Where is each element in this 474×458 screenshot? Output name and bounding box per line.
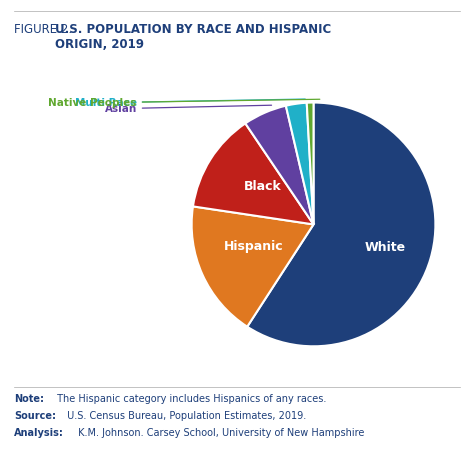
Text: K.M. Johnson. Carsey School, University of New Hampshire: K.M. Johnson. Carsey School, University … — [75, 428, 364, 438]
Text: Multi Race: Multi Race — [75, 98, 305, 108]
Text: Black: Black — [244, 180, 282, 193]
Text: Native Peoples: Native Peoples — [48, 98, 320, 108]
Wedge shape — [307, 103, 313, 224]
Wedge shape — [286, 103, 313, 224]
Text: White: White — [365, 241, 406, 255]
Text: U.S. Census Bureau, Population Estimates, 2019.: U.S. Census Bureau, Population Estimates… — [64, 411, 306, 421]
Text: The Hispanic category includes Hispanics of any races.: The Hispanic category includes Hispanics… — [54, 394, 326, 404]
Text: Note:: Note: — [14, 394, 44, 404]
Text: Asian: Asian — [105, 104, 272, 114]
Text: U.S. POPULATION BY RACE AND HISPANIC
ORIGIN, 2019: U.S. POPULATION BY RACE AND HISPANIC ORI… — [55, 23, 331, 51]
Text: FIGURE 2.: FIGURE 2. — [14, 23, 76, 36]
Wedge shape — [191, 207, 313, 327]
Wedge shape — [193, 123, 313, 224]
Text: Analysis:: Analysis: — [14, 428, 64, 438]
Wedge shape — [247, 103, 436, 346]
Text: Hispanic: Hispanic — [224, 240, 284, 253]
Text: Source:: Source: — [14, 411, 56, 421]
Wedge shape — [246, 106, 313, 224]
